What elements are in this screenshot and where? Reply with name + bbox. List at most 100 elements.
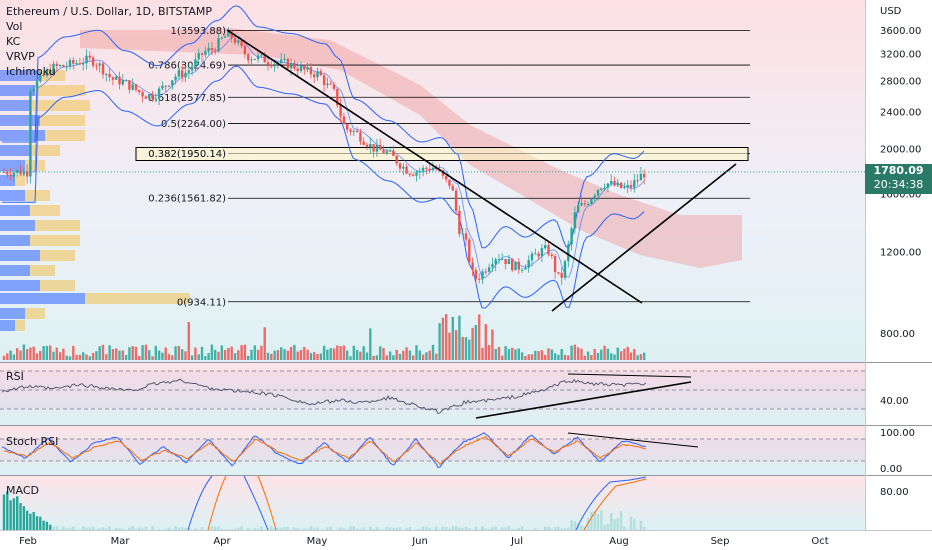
candle-body <box>454 190 458 211</box>
vrvp-up-bar <box>0 130 45 141</box>
candle-body <box>352 130 355 132</box>
vrvp-down-bar <box>35 220 80 231</box>
vrvp-down-bar <box>30 235 80 246</box>
indicator-vrvp[interactable]: VRVP <box>6 50 35 63</box>
macd-histogram-bar <box>138 527 141 530</box>
candle-body <box>468 239 471 263</box>
candle-body <box>372 144 375 152</box>
candle-body <box>286 59 289 69</box>
candle-body <box>98 63 101 66</box>
candle-body <box>511 259 514 271</box>
candle-body <box>550 254 553 257</box>
macd-histogram-bar <box>454 526 458 530</box>
macd-histogram-bar <box>517 527 520 530</box>
vrvp-up-bar <box>0 85 35 96</box>
stoch-band <box>0 439 865 461</box>
volume-bar <box>85 354 88 360</box>
macd-histogram-bar <box>458 527 461 530</box>
vrvp-up-bar <box>0 220 35 231</box>
vrvp-up-bar <box>0 235 30 246</box>
volume-bar <box>237 350 240 360</box>
indicator-kc[interactable]: KC <box>6 35 21 48</box>
current-price: 1780.09 <box>873 163 924 177</box>
volume-bar <box>65 355 68 360</box>
volume-bar <box>289 346 293 360</box>
macd-signal-line <box>583 478 647 531</box>
volume-bar <box>435 353 438 360</box>
macd-histogram-bar <box>428 527 431 530</box>
macd-histogram-bar <box>16 496 19 530</box>
vrvp-up-bar <box>0 100 30 111</box>
macd-histogram-bar <box>388 527 392 530</box>
macd-histogram-bar <box>534 528 537 530</box>
candle-body <box>332 84 336 89</box>
macd-histogram-bar <box>144 526 148 530</box>
macd-histogram-bar <box>98 528 101 530</box>
indicator-vol[interactable]: Vol <box>6 20 23 33</box>
candle-body <box>42 74 45 76</box>
macd-histogram-bar <box>184 527 187 530</box>
volume-bar <box>187 322 190 360</box>
volume-bar <box>428 350 431 360</box>
volume-bar <box>210 344 214 360</box>
volume-bar <box>227 347 230 360</box>
fib-0382-box <box>135 146 749 161</box>
macd-histogram-bar <box>121 528 124 530</box>
macd-histogram-bar <box>629 516 633 530</box>
macd-histogram-bar <box>88 527 91 530</box>
candle-body <box>385 151 388 153</box>
macd-histogram-bar <box>352 526 355 530</box>
indicator-ichimoku[interactable]: Ichimoku <box>6 65 56 78</box>
macd-histogram-bar <box>227 529 230 530</box>
macd-histogram-bar <box>329 526 332 530</box>
volume-bar <box>547 348 550 360</box>
candle-body <box>629 185 633 188</box>
price-axis-tick: 2800.00 <box>880 77 921 88</box>
volume-bar <box>530 354 534 360</box>
macd-histogram-bar <box>613 519 616 530</box>
vrvp-down-bar <box>30 205 60 216</box>
volume-bar <box>98 346 101 360</box>
candle-body <box>32 88 35 92</box>
macd-histogram-bar <box>346 529 349 530</box>
volume-bar <box>296 351 299 360</box>
candle-body <box>461 233 464 235</box>
volume-bar <box>372 355 375 360</box>
rsi-line <box>1 378 647 415</box>
volume-bar <box>606 348 610 360</box>
macd-histogram-bar <box>253 528 256 530</box>
volume-bar <box>105 354 108 360</box>
macd-histogram-bar <box>108 526 111 530</box>
rsi-trendline <box>475 381 692 419</box>
volume-bar <box>68 356 72 360</box>
macd-histogram-bar <box>29 513 32 530</box>
macd-histogram-bar <box>6 491 9 530</box>
volume-bar <box>131 346 134 360</box>
volume-bar <box>491 329 494 360</box>
macd-histogram-bar <box>636 529 639 530</box>
candle-body <box>481 271 484 280</box>
candle-body <box>124 80 128 82</box>
keltner-upper <box>2 5 645 249</box>
candle-body <box>85 55 88 64</box>
volume-bar <box>233 353 237 360</box>
macd-histogram-bar <box>395 527 398 530</box>
volume-bar <box>78 354 82 360</box>
candle-body <box>230 31 233 39</box>
candle-body <box>250 59 253 61</box>
candle-body <box>68 60 72 67</box>
macd-histogram-bar <box>580 525 583 530</box>
volume-bar <box>474 324 478 360</box>
candle-body <box>121 80 124 85</box>
candle-body <box>478 278 481 280</box>
macd-histogram-bar <box>322 529 326 530</box>
macd-histogram-bar <box>85 527 88 530</box>
volume-bar <box>623 348 626 360</box>
candle-body <box>148 94 151 99</box>
volume-bar <box>190 355 194 360</box>
macd-line <box>187 475 213 531</box>
candle-body <box>610 181 613 184</box>
volume-bar <box>134 346 138 360</box>
macd-histogram-bar <box>421 526 425 530</box>
